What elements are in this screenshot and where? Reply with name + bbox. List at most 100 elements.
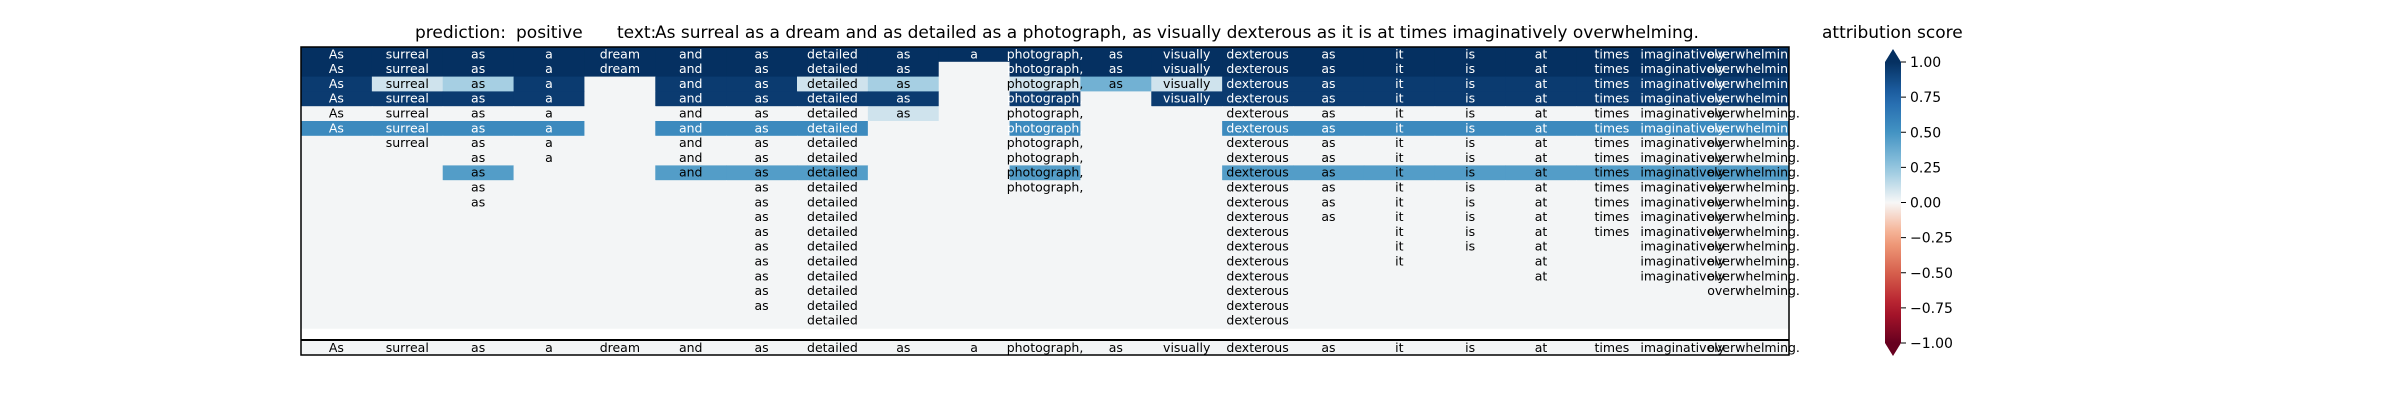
heatmap-cell: [1151, 283, 1223, 300]
heatmap-token-label: as: [1321, 150, 1335, 165]
heatmap-cell: [1293, 61, 1365, 78]
heatmap-cell: [1718, 269, 1790, 285]
heatmap-cell: [1363, 313, 1436, 329]
heatmap-cell: [1647, 76, 1719, 92]
heatmap-cell: [584, 195, 656, 211]
heatmap-token-label: times: [1594, 194, 1629, 209]
footer-token-label: overwhelming.: [1707, 340, 1800, 355]
heatmap-token-label: As: [329, 76, 344, 91]
heatmap-cell: [1151, 150, 1223, 166]
heatmap-cell: [1363, 209, 1436, 226]
heatmap-cell: [867, 283, 940, 300]
heatmap-cell: [1718, 165, 1790, 181]
heatmap-cell: [1576, 180, 1648, 196]
heatmap-cell: [442, 150, 515, 166]
heatmap-token-label: as: [471, 194, 485, 209]
heatmap-token-label: photograph,: [1007, 165, 1084, 180]
heatmap-cell: [797, 239, 869, 255]
footer-token-label: as: [1109, 340, 1123, 355]
heatmap-cell: [1576, 283, 1648, 300]
heatmap-token-label: at: [1535, 165, 1548, 180]
heatmap-token-label: as: [471, 150, 485, 165]
heatmap-token-labels: As surreal as a dream and as detailed as a photogr…: [329, 46, 1800, 327]
heatmap-cell: [371, 165, 444, 181]
heatmap-cell: [301, 150, 373, 166]
heatmap-cell: [442, 61, 515, 78]
heatmap-cell: [938, 239, 1011, 255]
text-label: text:: [617, 23, 656, 43]
heatmap-token-label: at: [1535, 209, 1548, 224]
heatmap-cell: [1080, 150, 1152, 166]
heatmap-cell: [1434, 209, 1507, 226]
heatmap-cell: [1151, 165, 1223, 181]
heatmap-token-label: it: [1395, 91, 1403, 106]
heatmap-cell: [1505, 76, 1577, 92]
colorbar-tick-label: 0.00: [1910, 196, 1941, 212]
heatmap-cell: [726, 150, 798, 166]
heatmap-token-label: at: [1535, 46, 1548, 61]
heatmap-cell: [1647, 239, 1719, 255]
heatmap-cell: [938, 283, 1011, 300]
heatmap-cell: [1222, 165, 1294, 181]
heatmap-cell: [1222, 313, 1294, 329]
heatmap-token-label: surreal: [386, 46, 429, 61]
heatmap-cell: [655, 254, 727, 270]
heatmap-cell: [1505, 150, 1577, 166]
colorbar-tick-label: 0.75: [1910, 90, 1941, 106]
heatmap-token-label: as: [1321, 135, 1335, 150]
heatmap-cell: [655, 121, 727, 137]
heatmap-token-label: dexterous: [1226, 150, 1288, 165]
heatmap-cell: [301, 61, 373, 78]
heatmap-cell: [1647, 135, 1719, 152]
heatmap-cell: [1434, 165, 1507, 181]
heatmap-cell: [726, 254, 798, 270]
heatmap-cell: [1080, 61, 1152, 78]
heatmap-cell: [1576, 224, 1648, 240]
heatmap-cell: [1080, 298, 1152, 314]
heatmap-token-label: at: [1535, 150, 1548, 165]
heatmap-cell: [1718, 283, 1790, 300]
heatmap-token-label: surreal: [386, 91, 429, 106]
heatmap-cell: [301, 269, 373, 285]
figure-header: prediction: positive text: As surreal as…: [415, 23, 1963, 43]
heatmap-token-label: is: [1465, 120, 1475, 135]
heatmap-token-label: detailed: [807, 209, 858, 224]
heatmap-cell: [938, 91, 1011, 107]
heatmap-token-label: overwhelming.: [1707, 91, 1800, 106]
heatmap-cell: [301, 180, 373, 196]
heatmap-cell: [584, 165, 656, 181]
heatmap-cell: [1576, 91, 1648, 107]
heatmap-token-label: overwhelming.: [1707, 268, 1800, 283]
heatmap-frame: [300, 46, 1790, 356]
heatmap-token-label: as: [896, 46, 910, 61]
footer-token-label: visually: [1163, 340, 1211, 355]
heatmap-cell: [1434, 76, 1507, 92]
heatmap-token-label: imaginatively: [1640, 120, 1725, 135]
heatmap-cell: [1718, 121, 1790, 137]
heatmap-cell: [513, 91, 585, 107]
heatmap-cell: [726, 135, 798, 152]
heatmap-cell: [938, 209, 1011, 226]
heatmap-cell: [1080, 224, 1152, 240]
heatmap-token-label: times: [1594, 135, 1629, 150]
heatmap-token-label: overwhelming.: [1707, 61, 1800, 76]
heatmap-token-label: overwhelming.: [1707, 165, 1800, 180]
heatmap-cell: [867, 47, 940, 63]
heatmap-cell: [1080, 269, 1152, 285]
heatmap-token-label: is: [1465, 239, 1475, 254]
heatmap-token-label: as: [1321, 61, 1335, 76]
heatmap-cell: [301, 239, 373, 255]
heatmap-token-label: times: [1594, 61, 1629, 76]
heatmap-cell: [938, 313, 1011, 329]
heatmap-cell: [797, 283, 869, 300]
heatmap-cell: [1293, 135, 1365, 152]
heatmap-token-label: as: [896, 76, 910, 91]
heatmap-cell: [1151, 47, 1223, 63]
heatmap-token-label: dexterous: [1226, 224, 1288, 239]
heatmap-cell: [513, 47, 585, 63]
heatmap-cell: [655, 239, 727, 255]
heatmap-cell: [938, 76, 1011, 92]
heatmap-token-label: overwhelming.: [1707, 239, 1800, 254]
heatmap-cell: [1222, 298, 1294, 314]
heatmap-cell: [1647, 150, 1719, 166]
